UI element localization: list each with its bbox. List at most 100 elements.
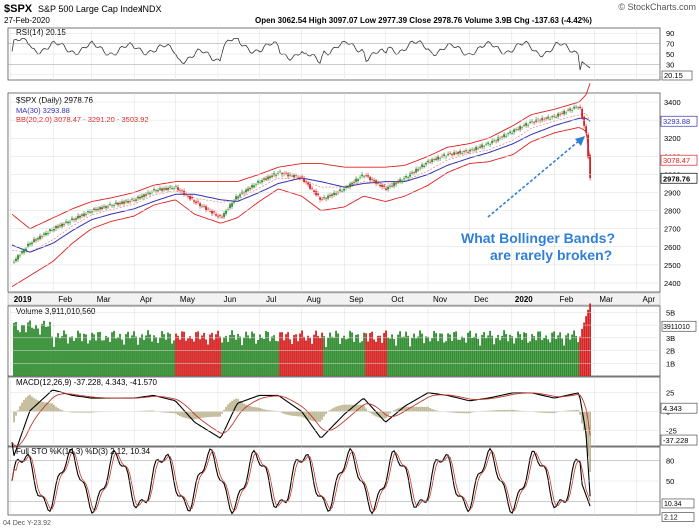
candle-body [415,168,417,173]
candle-body [155,190,157,192]
sto-k-line [11,447,591,515]
volume-bar [449,334,451,376]
macd-hist-bar [283,411,285,414]
volume-bar [115,338,117,376]
macd-hist-bar [339,405,341,412]
volume-bar [457,339,459,376]
symbol-title: $SPX [4,3,33,15]
macd-tag-value: -37.228 [663,436,688,445]
candle-body [391,185,393,187]
macd-hist-bar [167,411,169,413]
candle-body [269,176,271,179]
candle-body [37,238,39,240]
candle-body [351,182,353,185]
candle-body [235,196,237,200]
volume-bar [131,335,133,376]
volume-bar [185,340,187,376]
candle-body [239,194,241,197]
macd-hist-bar [519,410,521,412]
candle-body [581,108,583,119]
macd-hist-bar [395,409,397,412]
volume-bar [167,332,169,376]
volume-bar [15,321,17,376]
candle-body [303,178,305,182]
candle-body [325,198,327,199]
macd-hist-bar [309,411,311,421]
volume-bar [113,330,115,376]
candle-body [553,116,555,117]
annotation-line-2: are rarely broken? [490,247,612,263]
macd-hist-bar [33,398,35,412]
candle-body [311,187,313,189]
candle-body [333,192,335,195]
candle-body [491,140,493,144]
candle-body [279,171,281,173]
macd-hist-bar [371,411,373,415]
candle-body [267,176,269,180]
price-tick-label: 2600 [664,243,681,252]
candle-body [385,188,387,190]
macd-hist-bar [323,411,325,417]
volume-bar [311,343,313,376]
macd-hist-bar [455,411,457,413]
candle-body [29,243,31,245]
volume-bar [515,338,517,376]
candle-body [515,129,517,131]
volume-bar [447,333,449,376]
candle-body [341,191,343,192]
macd-hist-bar [161,411,163,413]
macd-hist-bar [55,406,57,412]
candle-body [583,116,585,126]
volume-bar [187,338,189,376]
candle-body [545,117,547,119]
sto-label: Full STO %K(14,3) %D(3) 2.12, 10.34 [16,447,151,456]
candle-body [507,133,509,135]
volume-bar [353,341,355,376]
volume-bar [169,333,171,376]
candle-body [445,156,447,157]
volume-bar [51,336,53,376]
macd-hist-bar [165,411,167,413]
volume-bar [91,332,93,376]
candle-body [497,137,499,141]
candle-body [219,215,221,217]
candle-body [535,119,537,122]
macd-hist-bar [387,411,389,416]
volume-bar [157,342,159,376]
volume-bar [519,334,521,376]
candle-body [559,114,561,115]
candle-body [63,224,65,226]
volume-bar [337,333,339,376]
candle-body [549,118,551,120]
macd-hist-bar [47,402,49,412]
macd-hist-bar [17,410,19,412]
rsi-line [11,38,591,71]
macd-hist-bar [139,410,141,412]
candle-body [403,178,405,180]
macd-hist-bar [381,411,383,419]
macd-hist-bar [555,411,557,413]
candle-body [55,225,57,229]
volume-bar [229,334,231,376]
volume-bar [549,342,551,376]
volume-bar [239,336,241,376]
macd-hist-bar [571,410,573,412]
macd-hist-bar [379,411,381,418]
candle-body [567,110,569,111]
candle-body [483,146,485,148]
brand-label[interactable]: © StockCharts.com [618,2,696,12]
candle-body [541,117,543,121]
volume-bar [341,338,343,376]
volume-bar [49,321,51,376]
macd-hist-bar [23,399,25,412]
volume-bar [369,333,371,376]
volume-bar [419,330,421,376]
volume-bar [323,336,325,376]
candle-body [339,189,341,192]
macd-hist-bar [357,404,359,412]
candle-body [411,172,413,174]
price-tick-label: 2800 [664,207,681,216]
macd-hist-bar [543,411,545,413]
volume-bar [109,341,111,376]
rsi-tick-label: 70 [666,40,674,49]
